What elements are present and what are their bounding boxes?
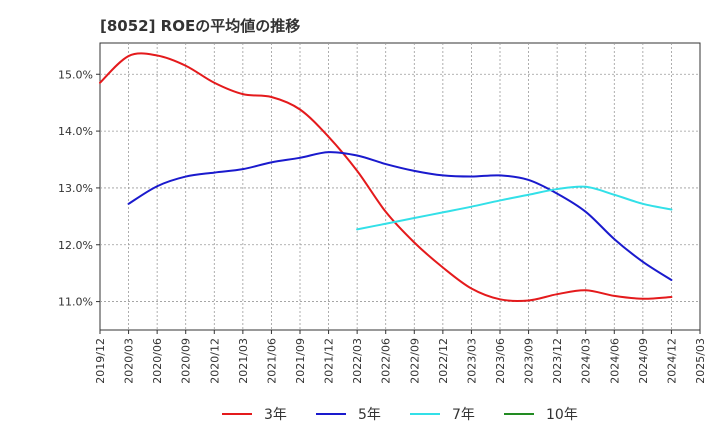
legend-label: 7年 [452, 407, 475, 423]
x-tick-label: 2022/09 [408, 338, 421, 384]
y-tick-label: 11.0% [58, 296, 93, 309]
y-tick-label: 14.0% [58, 125, 93, 138]
x-tick-label: 2023/12 [551, 338, 564, 384]
x-tick-label: 2023/06 [494, 338, 507, 384]
x-tick-label: 2022/06 [380, 338, 393, 384]
x-tick-label: 2020/03 [123, 338, 136, 384]
legend-label: 5年 [358, 407, 381, 423]
series-line [127, 151, 673, 281]
x-axis: 2019/12 2020/03 2020/06 2020/09 2020/12 2021/… [94, 330, 707, 384]
series-line [356, 185, 673, 231]
chart-title: [8052] ROEの平均値の推移 [100, 17, 300, 35]
x-tick-label: 2019/12 [94, 338, 107, 384]
plot-area [99, 42, 701, 331]
x-tick-label: 2021/03 [237, 338, 250, 384]
legend-label: 3年 [264, 407, 287, 423]
x-tick-label: 2023/03 [465, 338, 478, 384]
x-tick-label: 2021/09 [294, 338, 307, 384]
x-tick-label: 2025/03 [694, 338, 707, 384]
x-tick-label: 2020/09 [180, 338, 193, 384]
y-tick-label: 15.0% [58, 68, 93, 81]
x-tick-label: 2023/09 [523, 338, 536, 384]
x-tick-label: 2024/12 [665, 338, 678, 384]
legend: 3年 5年 7年 10年 [222, 407, 578, 423]
x-tick-label: 2022/12 [437, 338, 450, 384]
x-tick-label: 2020/12 [208, 338, 221, 384]
y-axis: 11.0% 12.0% 13.0% 14.0% 15.0% [58, 68, 100, 309]
x-tick-label: 2024/06 [608, 338, 621, 384]
x-tick-label: 2022/03 [351, 338, 364, 384]
x-tick-label: 2020/06 [151, 338, 164, 384]
legend-label: 10年 [546, 407, 578, 423]
x-tick-label: 2021/12 [323, 338, 336, 384]
series-lines [99, 52, 673, 302]
y-tick-label: 12.0% [58, 239, 93, 252]
x-tick-label: 2021/06 [265, 338, 278, 384]
y-tick-label: 13.0% [58, 182, 93, 195]
x-tick-label: 2024/09 [637, 338, 650, 384]
x-tick-label: 2024/03 [580, 338, 593, 384]
series-line [99, 52, 673, 302]
